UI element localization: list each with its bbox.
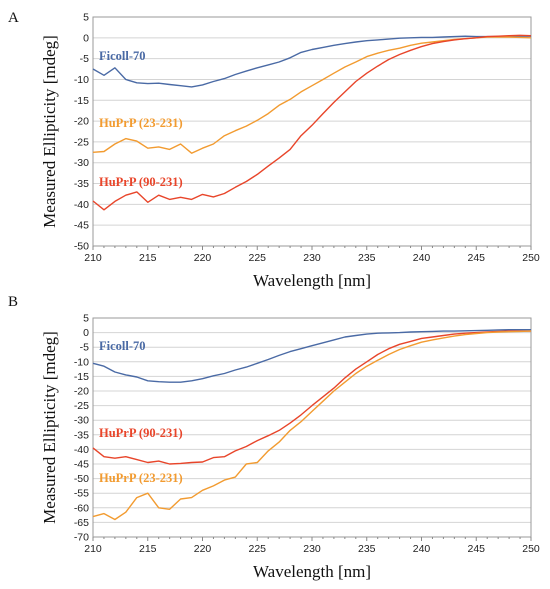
x-tick-label: 210 [84, 252, 102, 264]
series-line-2 [92, 330, 531, 465]
y-tick-label: -15 [74, 371, 89, 383]
y-tick-label: -25 [74, 136, 89, 148]
y-tick-label: -20 [74, 116, 89, 128]
x-axis-label: Wavelength [nm] [253, 562, 371, 581]
y-tick-label: 5 [83, 313, 89, 325]
y-tick-label: -60 [74, 502, 89, 514]
y-tick-label: -5 [80, 53, 89, 65]
y-tick-label: -5 [80, 342, 89, 354]
y-tick-label: 0 [83, 32, 89, 44]
y-tick-label: -30 [74, 157, 89, 169]
series-label: HuPrP (90-231) [99, 175, 183, 189]
x-tick-label: 250 [522, 252, 540, 264]
panel-label: B [8, 294, 18, 310]
y-tick-label: -40 [74, 199, 89, 211]
y-tick-label: -65 [74, 517, 89, 529]
y-tick-label: -55 [74, 488, 89, 500]
x-axis-label: Wavelength [nm] [253, 271, 371, 290]
y-tick-label: -10 [74, 74, 89, 86]
y-tick-label: -40 [74, 444, 89, 456]
x-tick-label: 235 [358, 543, 376, 555]
y-tick-label: -45 [74, 459, 89, 471]
y-tick-label: -50 [74, 241, 89, 253]
series-line-3 [92, 330, 532, 521]
series-label: Ficoll-70 [99, 49, 146, 63]
x-tick-label: 215 [139, 543, 157, 555]
x-tick-label: 215 [139, 252, 157, 264]
x-tick-label: 235 [358, 252, 376, 264]
x-tick-label: 230 [303, 543, 321, 555]
y-tick-label: -30 [74, 415, 89, 427]
y-tick-label: -45 [74, 220, 89, 232]
chart-panel-b: B 5 0 -5 -10 -15 -20 -25 -30 -35 -40 -45 -50 -55 -60 -6… [8, 294, 540, 581]
y-tick-label: -20 [74, 386, 89, 398]
series-label: HuPrP (90-231) [99, 426, 183, 440]
x-tick-label: 240 [413, 543, 431, 555]
series-label: HuPrP (23-231) [99, 116, 183, 130]
series-line-1 [92, 329, 531, 383]
y-tick-label: -70 [74, 532, 89, 544]
y-axis-label: Measured Ellipticity [mdeg] [40, 35, 59, 228]
series-line-1 [92, 35, 531, 88]
x-tick-label: 225 [248, 543, 266, 555]
y-tick-label: -10 [74, 356, 89, 368]
x-tick-label: 240 [413, 252, 431, 264]
x-tick-label: 245 [467, 252, 485, 264]
y-tick-label: -15 [74, 95, 89, 107]
series-line-2 [92, 36, 532, 154]
series-line-3 [92, 34, 532, 211]
x-tick-label: 225 [248, 252, 266, 264]
x-tick-label: 210 [84, 543, 102, 555]
y-tick-label: -35 [74, 178, 89, 190]
series-label: Ficoll-70 [99, 339, 146, 353]
x-tick-label: 220 [194, 543, 212, 555]
x-tick-label: 250 [522, 543, 540, 555]
y-tick-label: -50 [74, 473, 89, 485]
x-tick-label: 230 [303, 252, 321, 264]
x-tick-label: 245 [467, 543, 485, 555]
y-tick-label: 0 [83, 327, 89, 339]
series-label: HuPrP (23-231) [99, 471, 183, 485]
panel-label: A [8, 10, 19, 26]
y-tick-label: -35 [74, 429, 89, 441]
plot-frame [92, 16, 532, 247]
y-axis-label: Measured Ellipticity [mdeg] [40, 331, 59, 524]
x-tick-label: 220 [194, 252, 212, 264]
y-tick-label: -25 [74, 400, 89, 412]
y-tick-label: 5 [83, 12, 89, 24]
